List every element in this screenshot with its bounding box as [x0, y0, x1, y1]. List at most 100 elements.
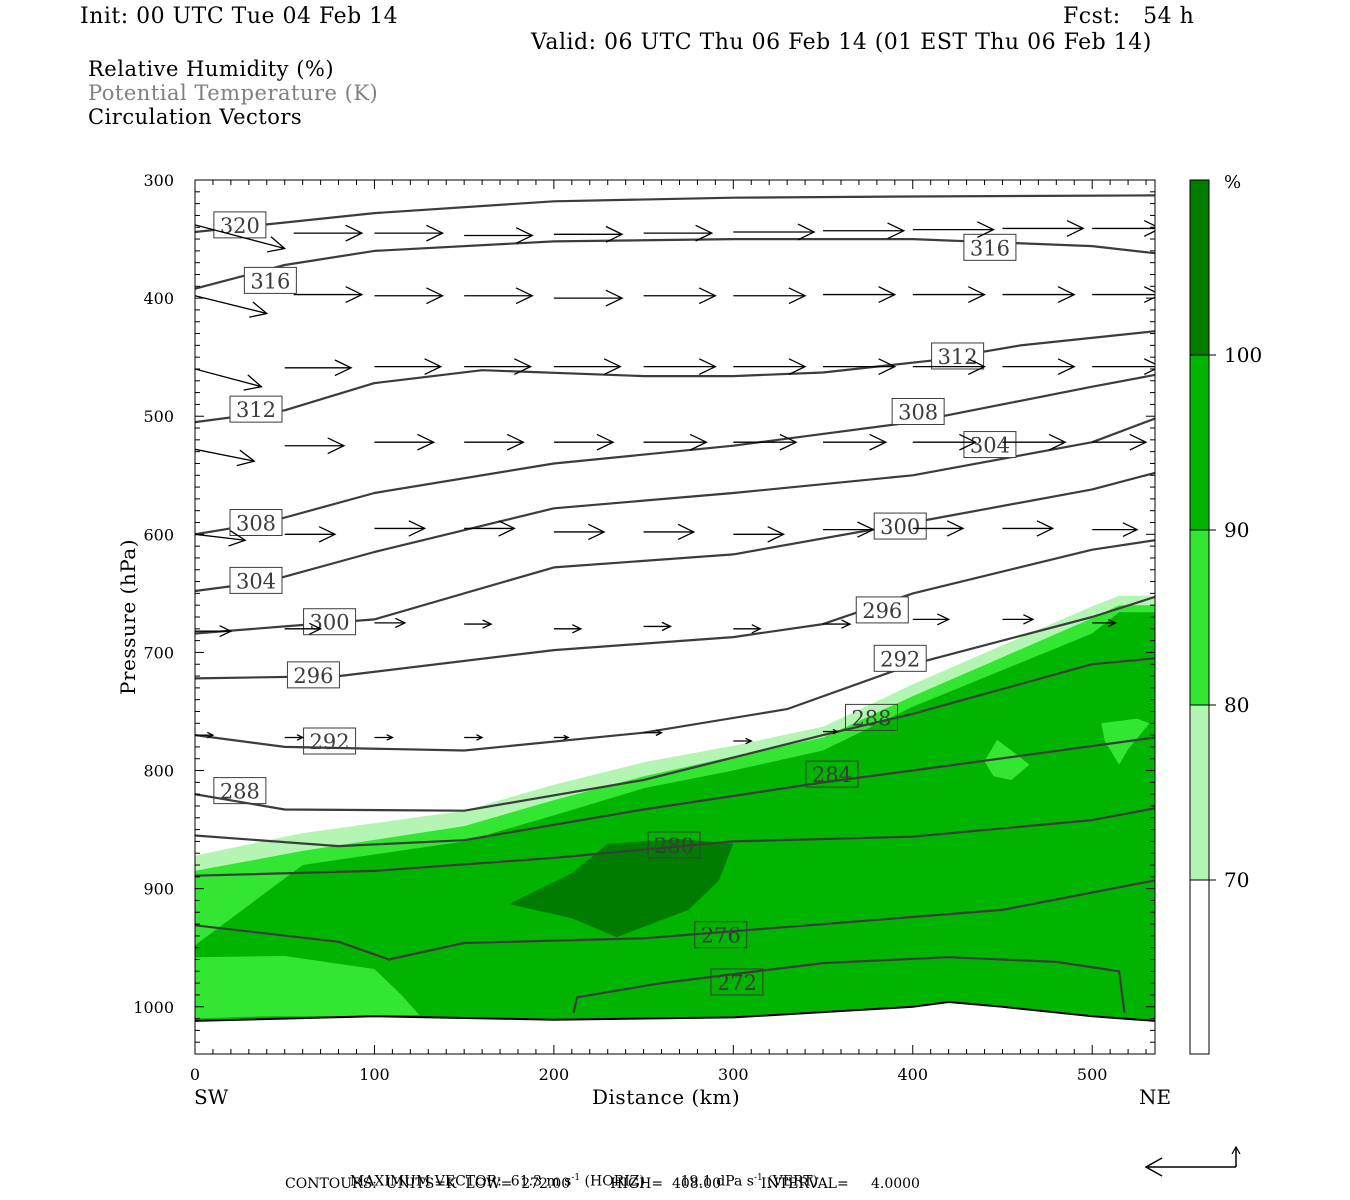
x-tick-label: 500 — [1077, 1065, 1108, 1084]
svg-text:312: 312 — [236, 398, 276, 422]
circulation-vector — [1092, 433, 1148, 451]
circulation-vector — [293, 224, 364, 242]
circulation-vector — [195, 224, 287, 253]
forecast-hour: Fcst: 54 h — [1063, 4, 1195, 29]
init-time: Init: 00 UTC Tue 04 Feb 14 — [80, 4, 399, 29]
theta-label-320: 320 — [213, 211, 267, 239]
circulation-vector — [1002, 286, 1076, 303]
y-tick-label: 300 — [143, 171, 174, 190]
circulation-vector — [464, 520, 516, 537]
circulation-vector — [464, 358, 533, 375]
theta-label-312: 312 — [931, 342, 985, 370]
circulation-vector — [553, 734, 570, 741]
svg-text:312: 312 — [938, 345, 978, 369]
circulation-vector — [195, 530, 247, 547]
svg-text:320: 320 — [220, 214, 260, 238]
x-tick-label: 100 — [359, 1065, 390, 1084]
circulation-vector — [643, 621, 673, 632]
theta-contour-280 — [195, 807, 1155, 877]
theta-contour-304 — [195, 417, 1155, 593]
circulation-vector — [553, 523, 606, 541]
circulation-vector — [1092, 618, 1117, 628]
circulation-vector — [464, 287, 534, 305]
circulation-vector — [195, 295, 269, 318]
reference-vector-icon — [1144, 1145, 1241, 1177]
circulation-vector — [195, 448, 256, 467]
theta-contour-284 — [195, 736, 1155, 848]
x-left-label: SW — [194, 1085, 229, 1109]
colorbar-swatch — [1190, 880, 1209, 1054]
theta-label-304: 304 — [229, 566, 283, 594]
circulation-vector — [195, 368, 263, 391]
circulation-vector — [374, 520, 427, 537]
circulation-vector — [284, 622, 323, 635]
circulation-vector — [823, 619, 852, 629]
svg-text:288: 288 — [220, 780, 260, 804]
circulation-vector — [374, 224, 445, 242]
circulation-vector — [464, 227, 534, 244]
y-tick-label: 700 — [143, 643, 174, 662]
theta-contour-320 — [195, 194, 1155, 234]
circulation-vector — [1002, 220, 1085, 237]
colorbar-level-label: 70 — [1224, 868, 1249, 892]
theta-contour-300 — [195, 471, 1155, 635]
theta-label-292: 292 — [303, 727, 357, 755]
circulation-vector — [293, 286, 364, 303]
max-vector-text: MAXIMUM VECTOR: 61.3 m s-1 (HORIZ) 19.1 … — [349, 1173, 819, 1190]
circulation-vector — [374, 734, 394, 741]
circulation-vector — [1092, 286, 1155, 303]
theta-contour-288 — [195, 657, 1155, 812]
circulation-vector — [643, 523, 696, 541]
circulation-vector — [733, 624, 762, 634]
x-tick-label: 200 — [539, 1065, 570, 1084]
theta-label-316: 316 — [243, 266, 297, 294]
theta-label-300: 300 — [873, 512, 927, 540]
svg-text:292: 292 — [310, 730, 350, 754]
circulation-vector — [553, 624, 583, 634]
circulation-vector — [374, 287, 445, 305]
theta-label-304: 304 — [963, 431, 1017, 459]
svg-text:308: 308 — [236, 512, 276, 536]
circulation-vector — [284, 526, 337, 543]
field-rh: Relative Humidity (%) — [88, 57, 335, 81]
theta-label-296: 296 — [286, 661, 340, 689]
colorbar-swatch — [1190, 355, 1209, 530]
circulation-vector — [1002, 358, 1076, 375]
y-tick-label: 400 — [143, 289, 174, 308]
circulation-vector — [733, 358, 807, 375]
field-vectors: Circulation Vectors — [88, 105, 303, 129]
x-axis-title: Distance (km) — [592, 1085, 741, 1109]
circulation-vector — [823, 433, 888, 451]
svg-text:296: 296 — [862, 599, 902, 623]
theta-label-284: 284 — [805, 760, 859, 788]
circulation-vector — [553, 225, 624, 243]
theta-label-292: 292 — [873, 644, 927, 672]
circulation-vector — [464, 433, 525, 451]
field-theta: Potential Temperature (K) — [88, 81, 379, 105]
svg-text:304: 304 — [970, 434, 1010, 458]
theta-contour-276 — [195, 879, 1155, 961]
colorbar-level-label: 90 — [1224, 518, 1249, 542]
circulation-vector — [374, 433, 436, 451]
x-tick-label: 300 — [718, 1065, 749, 1084]
circulation-vector — [643, 433, 708, 451]
svg-text:288: 288 — [851, 706, 891, 730]
circulation-vector — [284, 734, 305, 741]
circulation-vector — [733, 737, 753, 745]
theta-label-288: 288 — [213, 777, 267, 805]
svg-text:276: 276 — [701, 924, 741, 948]
theta-label-312: 312 — [229, 395, 283, 423]
circulation-vector — [553, 289, 624, 307]
circulation-vector — [553, 358, 622, 375]
svg-text:292: 292 — [880, 647, 920, 671]
circulation-vector — [195, 625, 233, 638]
colorbar-unit: % — [1224, 172, 1241, 193]
svg-text:296: 296 — [293, 664, 333, 688]
circulation-vector — [733, 223, 816, 241]
circulation-vector — [823, 286, 897, 303]
svg-text:304: 304 — [236, 569, 276, 593]
colorbar-swatch — [1190, 705, 1209, 880]
circulation-vector — [1002, 614, 1035, 625]
rh-region-80-90 — [984, 739, 1030, 780]
colorbar-frame — [1189, 179, 1210, 1055]
